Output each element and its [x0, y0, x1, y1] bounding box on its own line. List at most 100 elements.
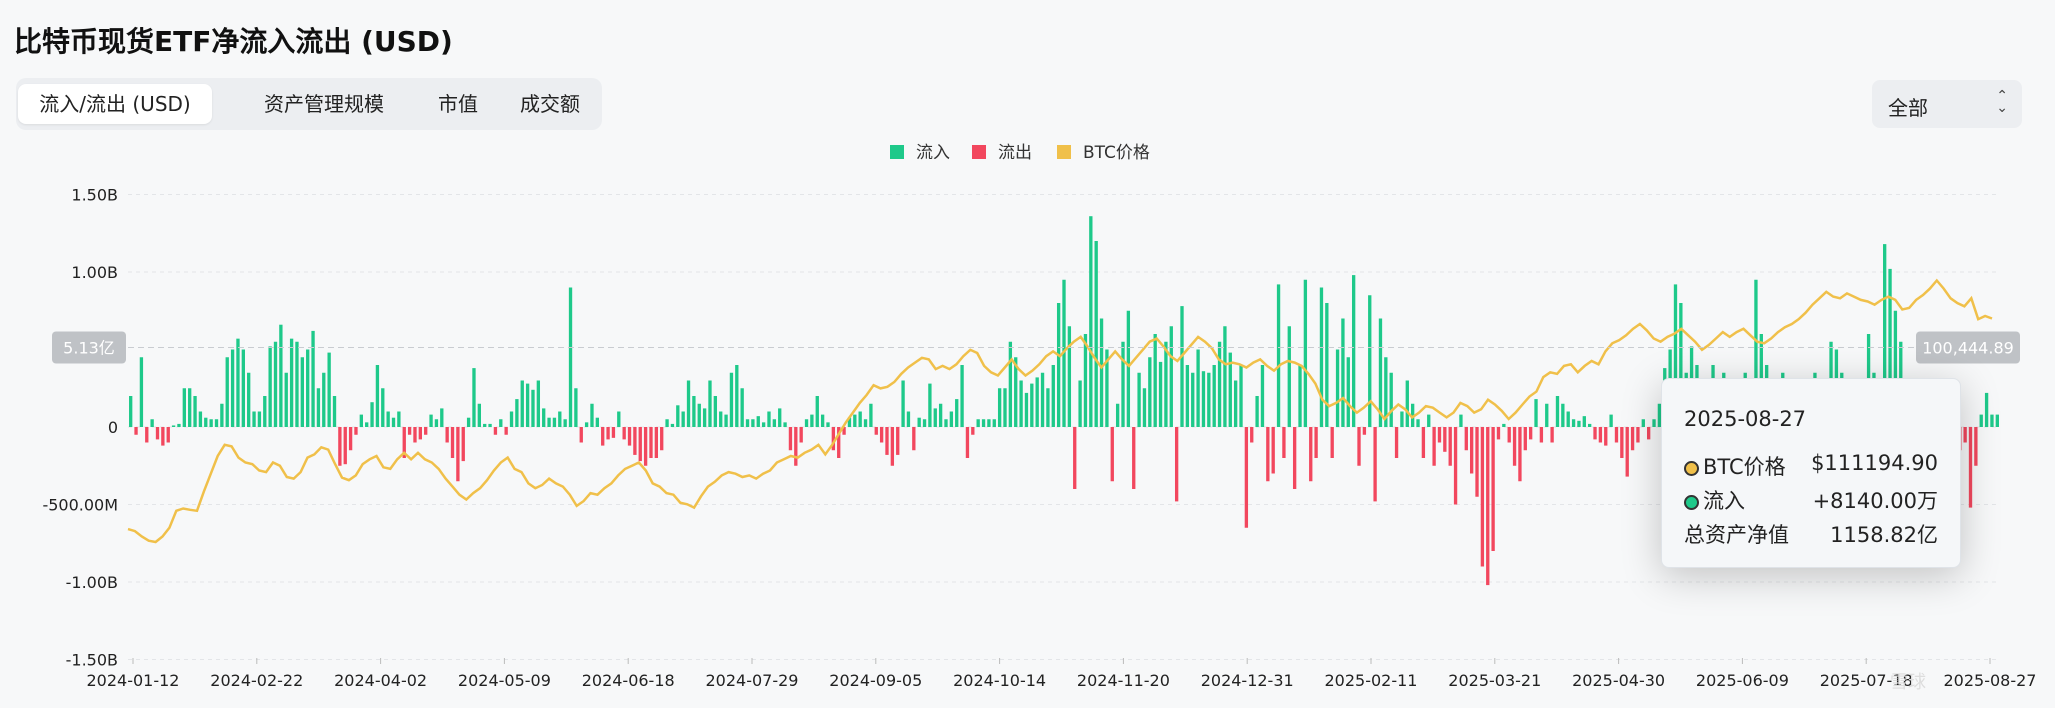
inflow-bar [472, 368, 476, 427]
inflow-bar [1089, 216, 1093, 427]
tooltip-nav-value: 1158.82亿 [1830, 523, 1938, 547]
inflow-bar [1427, 414, 1431, 427]
inflow-bar [584, 422, 589, 427]
inflow-bar [295, 341, 299, 427]
inflow-bar [853, 414, 857, 427]
inflow-bar [719, 411, 723, 427]
outflow-bar [413, 427, 417, 443]
outflow-bar [1110, 427, 1114, 482]
inflow-bar [1459, 414, 1463, 427]
inflow-bar [1046, 388, 1050, 427]
inflow-bar [1673, 284, 1678, 427]
outflow-bar [1292, 427, 1297, 489]
outflow-bar [1512, 427, 1517, 466]
inflow-bar [177, 423, 181, 427]
outflow-bar [1073, 427, 1077, 489]
x-tick-label: 2025-06-09 [1696, 671, 1789, 690]
inflow-bar [198, 411, 203, 427]
inflow-bar [1158, 361, 1163, 427]
inflow-bar [1577, 420, 1581, 427]
inflow-bar [1260, 365, 1265, 427]
inflow-bar [1169, 326, 1173, 427]
outflow-bar [1432, 427, 1436, 466]
tooltip-price-label: BTC价格 [1703, 455, 1786, 479]
outflow-bar [1968, 427, 1973, 508]
inflow-bar [230, 349, 235, 427]
tooltip-inflow-value: +8140.00万 [1812, 489, 1938, 513]
tooltip-inflow-label: 流入 [1703, 489, 1745, 513]
inflow-bar [1534, 399, 1538, 427]
inflow-bar [236, 338, 240, 427]
x-tick-label: 2024-02-22 [210, 671, 303, 690]
inflow-bar [1078, 380, 1082, 427]
outflow-bar [1174, 427, 1179, 502]
crosshair-price-label-bg [1916, 331, 2020, 364]
inflow-bar [316, 388, 321, 427]
x-tick-label: 2024-07-29 [706, 671, 799, 690]
inflow-bar [735, 365, 739, 427]
tab-volume[interactable]: 成交额 [520, 92, 580, 116]
outflow-bar [1598, 427, 1603, 443]
inflow-bar [997, 388, 1002, 427]
tab-bar: 流入/流出 (USD) 资产管理规模 市值 成交额 [16, 78, 602, 130]
legend-label[interactable]: 流入 [916, 143, 950, 163]
tab-aum[interactable]: 资产管理规模 [264, 92, 384, 116]
outflow-bar [1614, 427, 1619, 443]
outflow-bar [348, 427, 353, 451]
legend-swatch[interactable] [972, 145, 986, 159]
outflow-bar [1625, 427, 1629, 477]
outflow-bar [1539, 427, 1544, 443]
tab-flows[interactable]: 流入/流出 (USD) [18, 84, 212, 124]
inflow-bar [1180, 306, 1184, 427]
outflow-bar [627, 427, 632, 446]
legend-label[interactable]: 流出 [998, 143, 1032, 163]
inflow-bar [1384, 357, 1388, 427]
legend-label[interactable]: BTC价格 [1083, 143, 1150, 163]
inflow-bar [938, 403, 943, 427]
inflow-bar [729, 372, 734, 427]
inflow-bar [327, 352, 331, 427]
inflow-bar [268, 346, 272, 427]
inflow-bar [1641, 419, 1645, 427]
outflow-bar [965, 427, 970, 458]
legend-swatch[interactable] [890, 145, 904, 159]
outflow-bar [354, 427, 358, 435]
outflow-bar [145, 427, 149, 443]
inflow-bar [171, 425, 176, 427]
outflow-bar [660, 427, 664, 451]
outflow-bar [1309, 427, 1313, 482]
outflow-bar [622, 427, 626, 440]
etf-filter-select[interactable]: 全部 ⌃ ⌄ [1872, 80, 2022, 128]
inflow-bar [440, 408, 444, 427]
outflow-bar [402, 427, 406, 458]
inflow-bar [311, 330, 315, 427]
inflow-bar [1185, 365, 1190, 427]
x-tick-label: 2025-07-18 [1820, 671, 1913, 690]
tooltip: 2025-08-27 BTC价格 $111194.90 流入 +8140.00万… [1661, 378, 1961, 568]
inflow-bar [209, 419, 213, 427]
inflow-bar [665, 419, 669, 427]
inflow-bar [676, 405, 680, 427]
inflow-bar [863, 419, 868, 427]
tooltip-price-value: $111194.90 [1811, 451, 1938, 475]
inflow-bar [386, 411, 390, 427]
outflow-bar [799, 427, 803, 443]
inflow-bar [1657, 403, 1662, 427]
inflow-bar [558, 411, 562, 427]
inflow-dot-icon [1684, 494, 1699, 510]
inflow-bar [740, 388, 744, 427]
outflow-bar [155, 427, 160, 440]
y-tick-label: -1.50B [66, 651, 118, 670]
x-tick-label: 2025-04-30 [1572, 671, 1665, 690]
inflow-bar [1121, 341, 1125, 427]
outflow-bar [1250, 427, 1254, 443]
outflow-bar [1475, 427, 1479, 497]
inflow-bar [306, 349, 310, 427]
inflow-bar [858, 411, 862, 427]
outflow-bar [606, 427, 610, 440]
inflow-bar [204, 417, 208, 427]
outflow-bar [1437, 427, 1442, 443]
inflow-bar [563, 419, 567, 427]
legend-swatch[interactable] [1057, 145, 1071, 159]
tab-market-cap[interactable]: 市值 [438, 92, 478, 116]
